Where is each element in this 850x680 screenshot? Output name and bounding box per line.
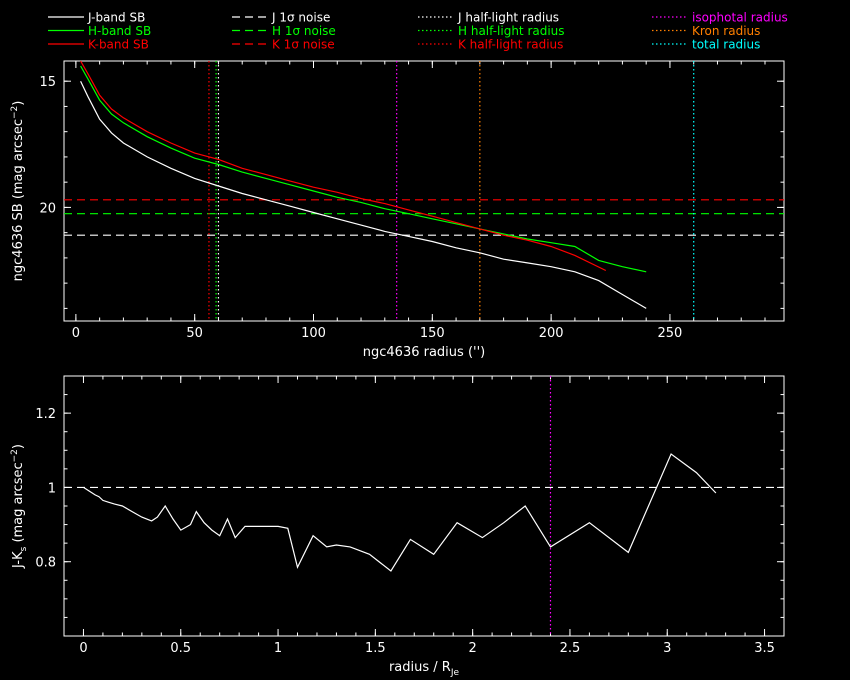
legend-label-j-1-noise: J 1σ noise xyxy=(271,11,330,25)
surface-brightness-panel: 0 50 100 150 200 250 15 20 ngc4636 radius ('') ng… xyxy=(10,60,785,360)
sb-panel-ylabel: ngc4636 SB (mag arcsec−2) xyxy=(10,101,26,282)
color-panel-frame xyxy=(63,375,785,637)
sb-panel-xtick-label: 0 xyxy=(72,326,80,341)
sb-panel-xlabel: ngc4636 radius ('') xyxy=(363,345,485,360)
sb-panel-xtick-label: 100 xyxy=(301,326,326,341)
color-panel-xtick-label: 2.5 xyxy=(560,641,581,656)
legend-label-k-1-noise: K 1σ noise xyxy=(272,38,335,52)
sb-panel-xtick-label: 250 xyxy=(658,326,683,341)
color-panel-xlabel: radius / RJe xyxy=(389,660,460,678)
color-panel-ytick-label: 0.8 xyxy=(35,556,56,571)
sb-panel-ytick-label: 15 xyxy=(39,75,56,90)
series-j-k xyxy=(83,453,717,572)
color-profile-panel: 0 0.5 1 1.5 2 2.5 3 3.5 0.8 1 1.2 radius / RJe J-Ks … xyxy=(10,375,785,678)
color-panel-ytick-label: 1.2 xyxy=(35,407,56,422)
sb-panel-xtick-label: 50 xyxy=(186,326,203,341)
legend-label-j-half-light-radius: J half-light radius xyxy=(457,11,559,25)
color-panel-xtick-label: 1 xyxy=(274,641,282,656)
sb-panel-ytick-label: 20 xyxy=(39,201,56,216)
legend-label-total-radius: total radius xyxy=(692,38,760,52)
color-panel-xtick-label: 2 xyxy=(469,641,477,656)
color-panel-ytick-label: 1 xyxy=(48,481,56,496)
legend-label-isophotal-radius: isophotal radius xyxy=(692,11,788,25)
legend-label-k-half-light-radius: K half-light radius xyxy=(458,38,563,52)
color-panel-xtick-label: 1.5 xyxy=(365,641,386,656)
legend-label-k-band-sb: K-band SB xyxy=(88,38,149,52)
series-j-band-sb xyxy=(80,80,647,309)
sb-panel-frame xyxy=(63,60,785,322)
color-panel-xtick-label: 0.5 xyxy=(170,641,191,656)
legend-label-h-1-noise: H 1σ noise xyxy=(272,24,336,38)
color-panel-xtick-label: 0 xyxy=(79,641,87,656)
color-panel-xtick-label: 3 xyxy=(663,641,671,656)
series-k-band-sb xyxy=(80,60,607,272)
legend-label-h-band-sb: H-band SB xyxy=(88,24,151,38)
color-panel-ylabel: J-Ks (mag arcsec−2) xyxy=(10,444,29,569)
series-h-band-sb xyxy=(80,65,647,273)
legend-label-kron-radius: Kron radius xyxy=(692,24,760,38)
sb-panel-xtick-label: 200 xyxy=(539,326,564,341)
legend-label-j-band-sb: J-band SB xyxy=(87,11,145,25)
legend-label-h-half-light-radius: H half-light radius xyxy=(458,24,565,38)
color-panel-xtick-label: 3.5 xyxy=(754,641,775,656)
sb-panel-xtick-label: 150 xyxy=(420,326,445,341)
